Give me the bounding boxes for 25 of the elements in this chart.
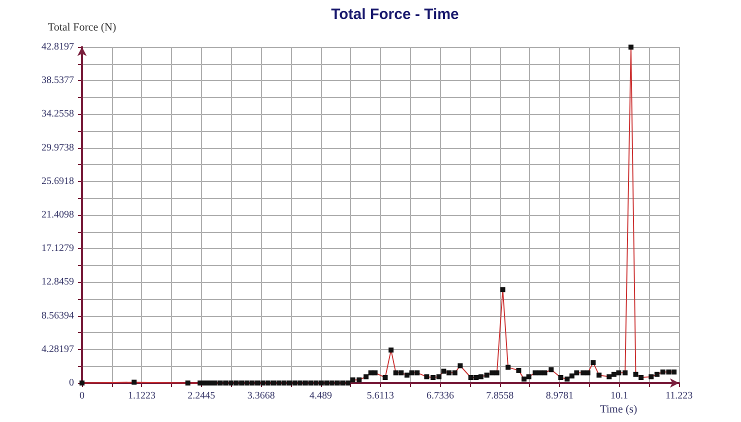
x-axis-title: Time (s): [600, 404, 638, 416]
x-tick-label: 1.1223: [128, 390, 156, 402]
y-tick-label: 17.1279: [42, 243, 74, 254]
x-tick-label: 10.1: [610, 390, 628, 402]
x-tick-label: 3.3668: [247, 390, 275, 402]
y-tick-label: 21.4098: [42, 210, 74, 220]
x-tick-label: 6.7336: [426, 390, 454, 402]
y-tick-label: 42.8197: [42, 42, 74, 52]
x-tick-label: 5.6113: [366, 390, 394, 402]
x-tick-label: 4.489: [310, 390, 332, 402]
x-tick-label: 8.9781: [546, 390, 574, 402]
x-tick-label: 7.8558: [486, 390, 514, 402]
x-tick-label: 11.223: [665, 390, 693, 402]
x-tick-label: 0: [80, 390, 84, 402]
y-tick-label: 34.2558: [42, 108, 74, 120]
x-tick-label: 2.2445: [188, 390, 216, 402]
y-tick-label: 12.8459: [42, 276, 74, 288]
y-tick-label: 25.6918: [42, 176, 74, 187]
y-axis-title: Total Force (N): [48, 22, 116, 34]
y-tick-label: 8.56394: [42, 310, 74, 322]
y-tick-label: 0: [69, 378, 74, 388]
y-tick-label: 38.5377: [42, 75, 74, 86]
y-tick-label: 4.28197: [42, 344, 74, 355]
y-tick-label: 29.9738: [42, 142, 74, 154]
chart-title: Total Force - Time: [331, 6, 459, 23]
